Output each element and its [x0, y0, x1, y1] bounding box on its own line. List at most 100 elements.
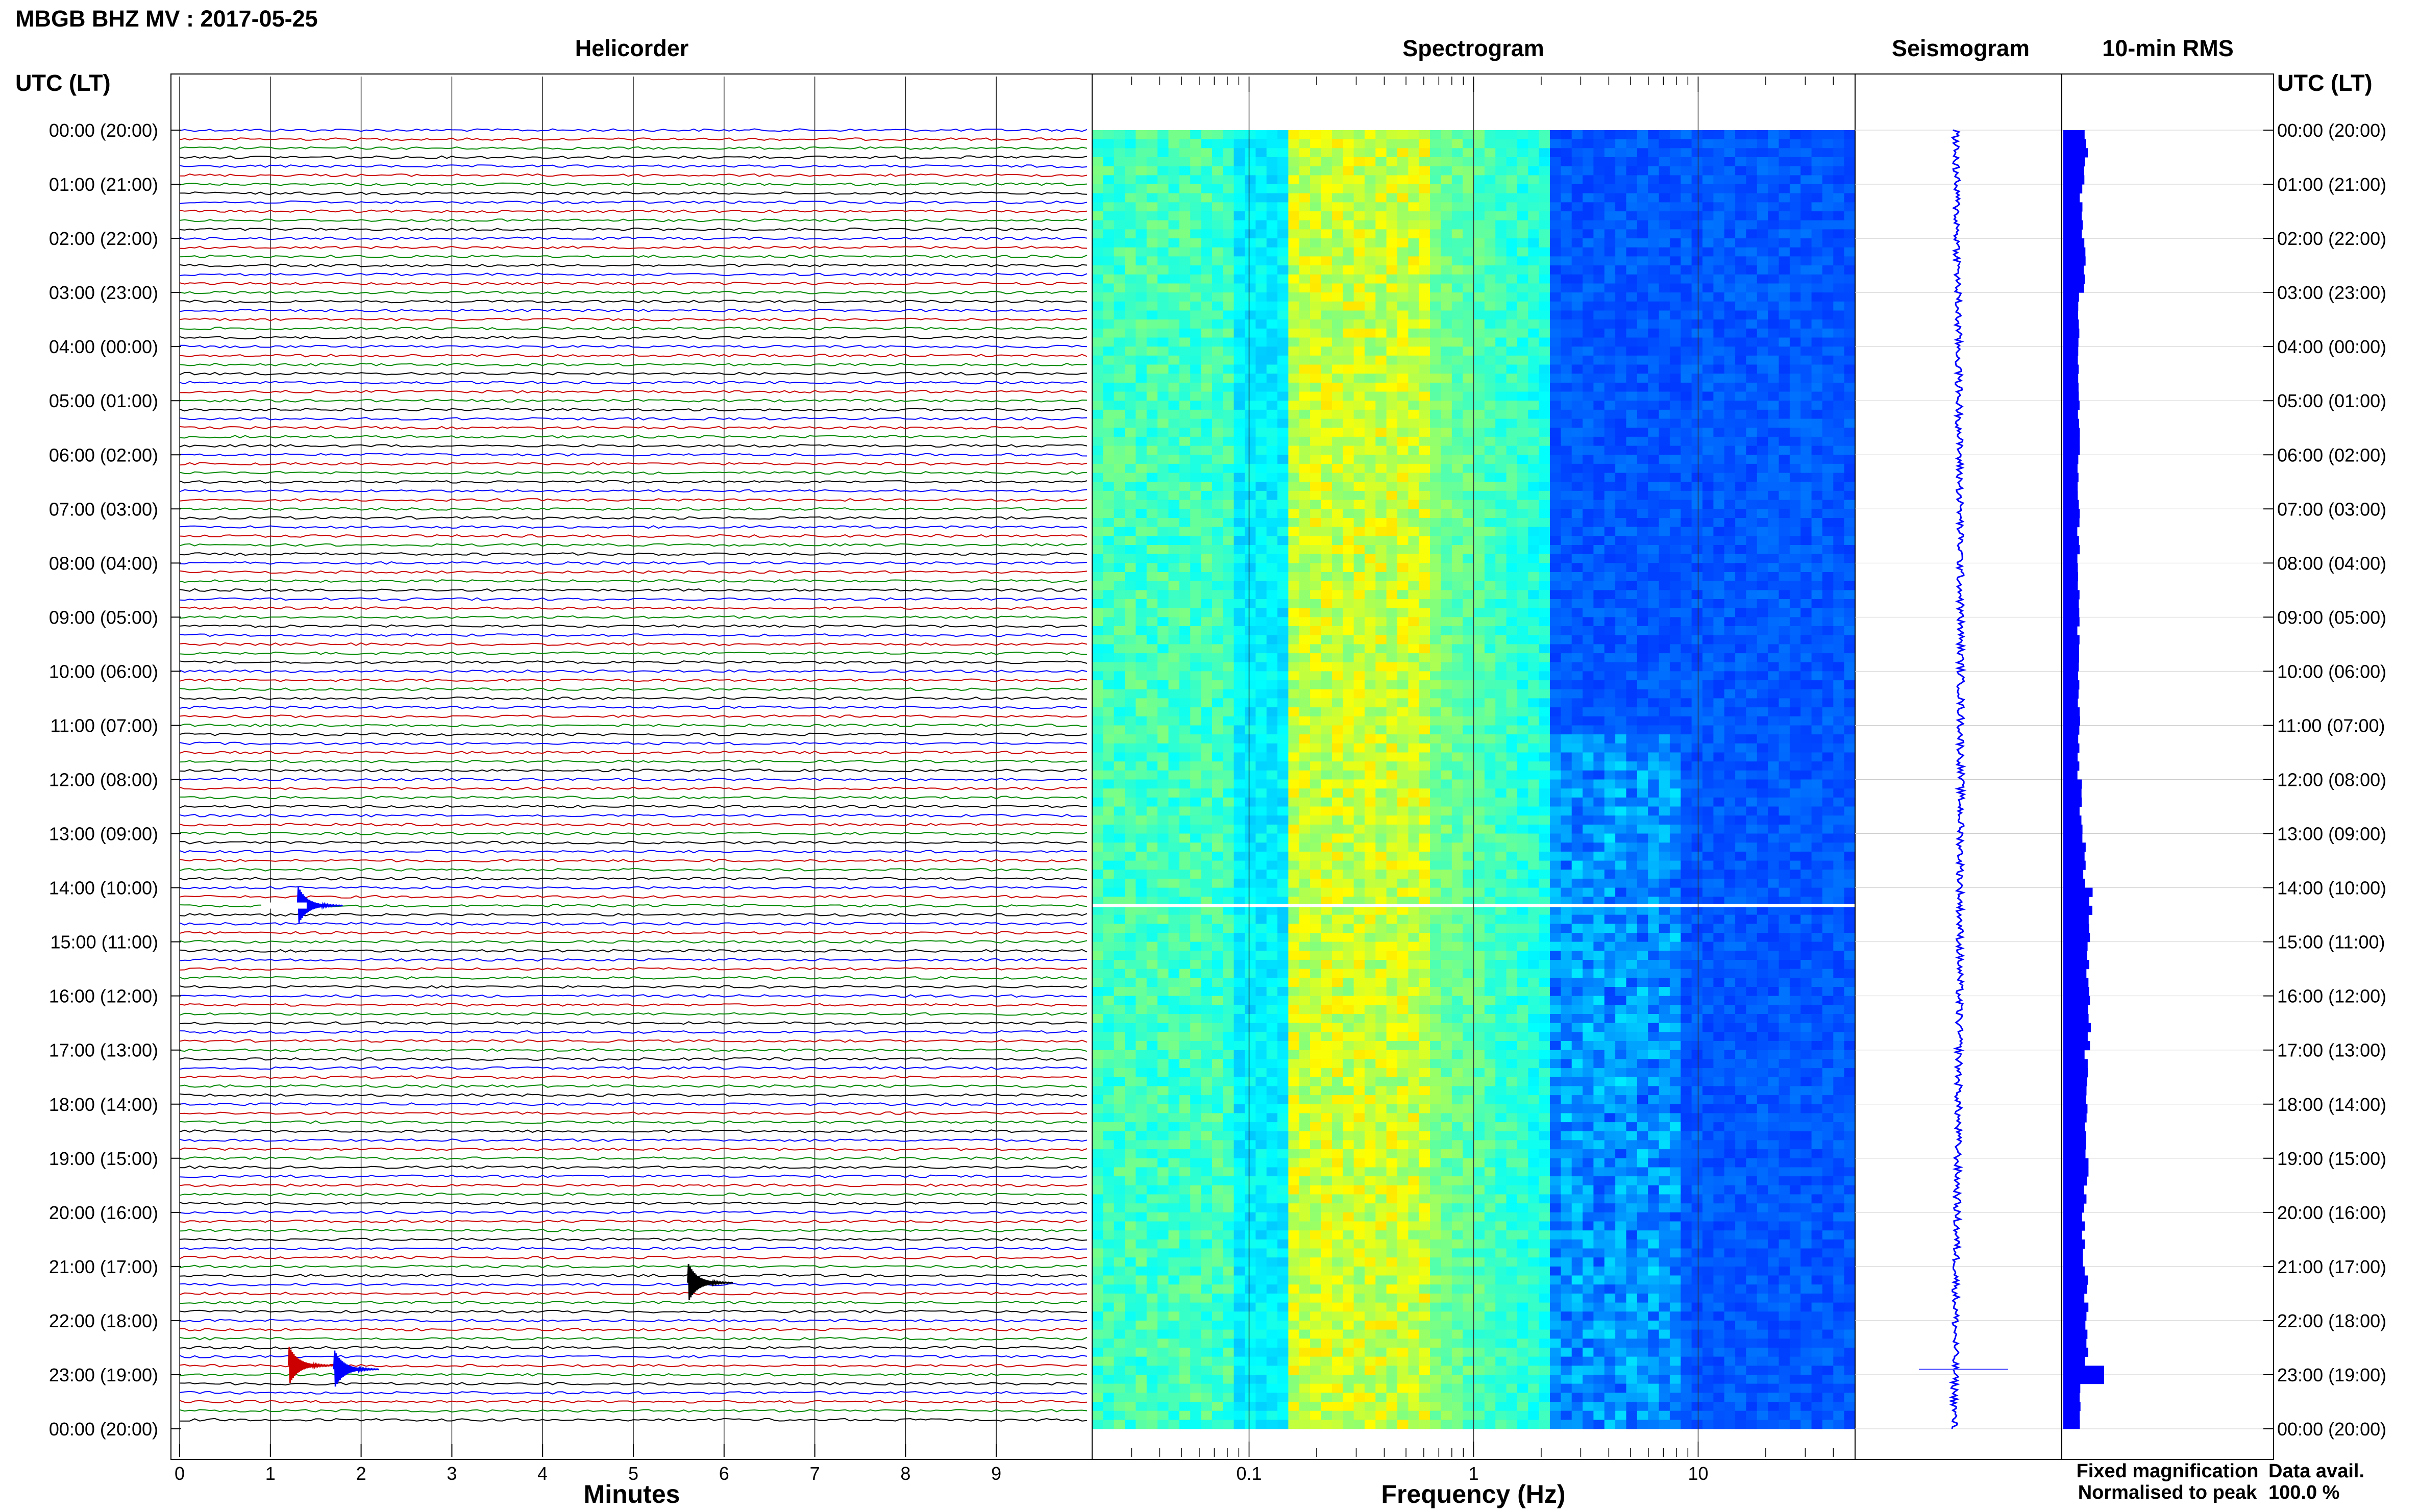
spectrogram-cell: [1299, 409, 1311, 419]
spectrogram-cell: [1800, 428, 1812, 437]
spectrogram-cell: [1702, 157, 1714, 167]
spectrogram-cell: [1473, 247, 1485, 257]
spectrogram-cell: [1789, 671, 1801, 681]
spectrogram-cell: [1550, 283, 1561, 293]
helicorder-trace: [179, 1084, 1088, 1088]
spectrogram-cell: [1092, 256, 1103, 266]
spectrogram-cell: [1779, 211, 1790, 221]
spectrogram-cell: [1212, 401, 1223, 410]
spectrogram-cell: [1321, 608, 1332, 617]
spectrogram-cell: [1266, 671, 1278, 681]
spectrogram-cell: [1245, 265, 1256, 275]
spectrogram-cell: [1146, 572, 1158, 582]
spectrogram-cell: [1190, 337, 1202, 347]
spectrogram-cell: [1506, 482, 1518, 491]
spectrogram-cell: [1495, 364, 1507, 374]
spectrogram-cell: [1844, 671, 1856, 681]
spectrogram-cell: [1604, 743, 1616, 753]
spectrogram-cell: [1583, 644, 1594, 654]
spectrogram-cell: [1310, 409, 1322, 419]
spectrogram-cell: [1517, 193, 1528, 203]
spectrogram-cell: [1299, 319, 1311, 329]
spectrogram-cell: [1103, 328, 1115, 338]
spectrogram-cell: [1615, 518, 1627, 528]
spectrogram-cell: [1441, 473, 1452, 482]
spectrogram-cell: [1451, 554, 1463, 563]
spectrogram-cell: [1681, 608, 1692, 617]
spectrogram-cell: [1746, 238, 1758, 248]
spectrogram-cell: [1571, 734, 1583, 744]
spectrogram-cell: [1604, 572, 1616, 582]
spectrogram-cell: [1724, 680, 1736, 690]
spectrogram-cell: [1201, 184, 1213, 194]
spectrogram-cell: [1681, 455, 1692, 464]
helicorder-trace: [179, 155, 1088, 159]
spectrogram-cell: [1168, 545, 1180, 555]
spectrogram-cell: [1691, 274, 1703, 284]
helicorder-trace: [179, 570, 1088, 574]
spectrogram-cell: [1364, 445, 1376, 455]
spectrogram-cell: [1539, 391, 1550, 401]
spectrogram-cell: [1517, 274, 1528, 284]
spectrogram-cell: [1212, 220, 1223, 230]
spectrogram-cell: [1779, 409, 1790, 419]
spectrogram-cell: [1571, 707, 1583, 717]
spectrogram-cell: [1092, 202, 1103, 212]
spectrogram-cell: [1659, 382, 1670, 392]
spectrogram-cell: [1245, 617, 1256, 627]
spectrogram-cell: [1430, 572, 1442, 582]
spectrogram-cell: [1310, 707, 1322, 717]
spectrogram-cell: [1822, 409, 1834, 419]
spectrogram-cell: [1681, 184, 1692, 194]
spectrogram-cell: [1779, 734, 1790, 744]
spectrogram-cell: [1746, 527, 1758, 536]
spectrogram-cell: [1245, 500, 1256, 509]
spectrogram-cell: [1757, 391, 1768, 401]
spectrogram-cell: [1343, 220, 1354, 230]
spectrogram-cell: [1408, 445, 1420, 455]
spectrogram-cell: [1583, 418, 1594, 428]
spectrogram-cell: [1408, 707, 1420, 717]
spectrogram-cell: [1779, 626, 1790, 636]
spectrogram-cell: [1571, 220, 1583, 230]
spectrogram-cell: [1593, 563, 1605, 573]
spectrogram-cell: [1201, 473, 1213, 482]
spectrogram-cell: [1201, 743, 1213, 753]
spectrogram-cell: [1583, 301, 1594, 311]
spectrogram-cell: [1310, 328, 1322, 338]
spectrogram-cell: [1331, 301, 1343, 311]
spectrogram-cell: [1724, 518, 1736, 528]
spectrogram-cell: [1539, 734, 1550, 744]
spectrogram-cell: [1757, 238, 1768, 248]
spectrogram-cell: [1659, 617, 1670, 627]
spectrogram-cell: [1288, 463, 1300, 474]
spectrogram-cell: [1691, 500, 1703, 509]
spectrogram-cell: [1277, 626, 1289, 636]
spectrogram-cell: [1233, 202, 1245, 212]
spectrogram-cell: [1310, 436, 1322, 447]
spectrogram-cell: [1430, 635, 1442, 645]
spectrogram-cell: [1397, 391, 1409, 401]
spectrogram-cell: [1779, 346, 1790, 356]
spectrogram-cell: [1669, 563, 1681, 573]
spectrogram-cell: [1768, 490, 1780, 501]
spectrogram-cell: [1408, 130, 1420, 140]
spectrogram-cell: [1233, 355, 1245, 365]
spectrogram-cell: [1441, 391, 1452, 401]
spectrogram-cell: [1484, 572, 1496, 582]
spectrogram-cell: [1353, 319, 1365, 329]
spectrogram-cell: [1822, 653, 1834, 663]
spectrogram-cell: [1550, 409, 1561, 419]
spectrogram-cell: [1833, 175, 1845, 185]
spectrogram-cell: [1212, 374, 1223, 383]
spectrogram-cell: [1626, 382, 1638, 392]
spectrogram-cell: [1310, 256, 1322, 266]
spectrogram-cell: [1789, 409, 1801, 419]
spectrogram-cell: [1626, 671, 1638, 681]
spectrogram-cell: [1201, 455, 1213, 464]
spectrogram-cell: [1353, 455, 1365, 464]
spectrogram-cell: [1583, 292, 1594, 302]
spectrogram-cell: [1681, 509, 1692, 518]
spectrogram-cell: [1648, 428, 1660, 437]
spectrogram-cell: [1550, 545, 1561, 555]
